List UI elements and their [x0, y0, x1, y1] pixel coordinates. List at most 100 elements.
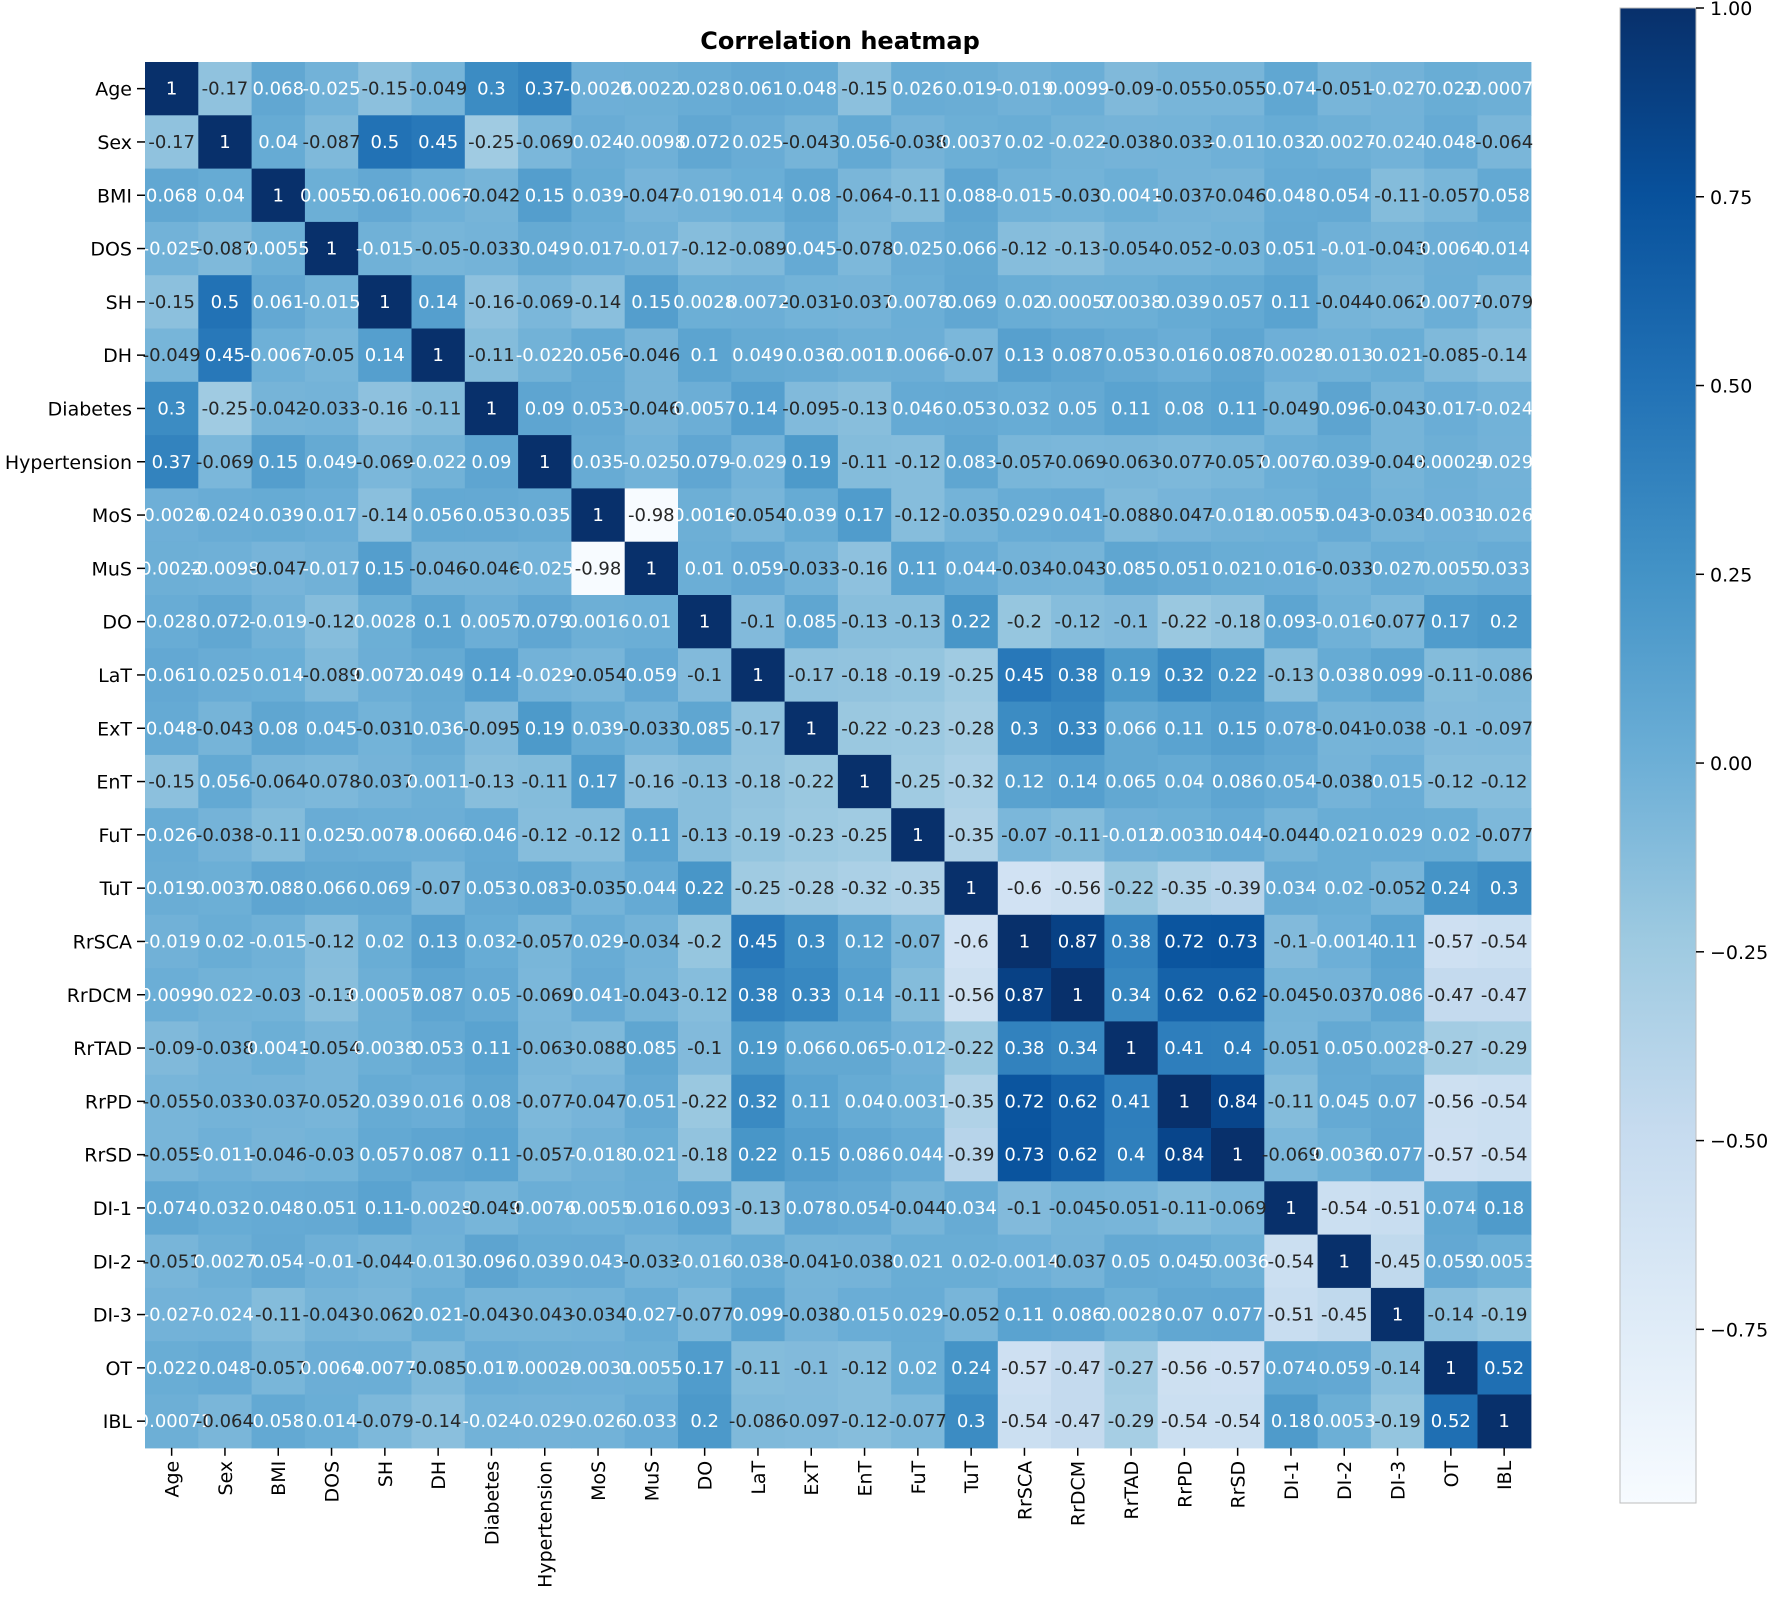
cell-value-label: 0.0011 [833, 345, 896, 366]
cell-value-label: -0.1 [794, 1358, 829, 1379]
heatmap-cell [944, 648, 999, 703]
heatmap-cell [678, 1074, 732, 1129]
heatmap-cell [997, 1074, 1052, 1129]
cell-value-label: -0.54 [1481, 1091, 1528, 1112]
heatmap-cell [997, 275, 1052, 330]
heatmap-cell [891, 328, 946, 383]
heatmap-cell [411, 62, 466, 116]
cell-value-label: -0.017 [303, 558, 361, 579]
cell-value-label: 0.053 [466, 505, 518, 526]
cell-value-label: -0.6 [1007, 878, 1042, 899]
cell-value-label: 0.0016 [567, 612, 630, 633]
cell-value-label: -0.0067 [244, 345, 313, 366]
cell-value-label: -0.046 [622, 398, 680, 419]
cell-value-label: -0.034 [569, 1305, 627, 1326]
x-tick-label: TuT [961, 1460, 983, 1494]
cell-value-label: -0.025 [622, 452, 680, 473]
cell-value-label: 0.083 [519, 878, 571, 899]
heatmap-cell [1264, 1287, 1319, 1342]
cell-value-label: 1 [486, 398, 497, 419]
cell-value-label: -0.12 [1001, 239, 1048, 260]
y-tick-label: DI-3 [93, 1305, 132, 1327]
cell-value-label: -0.11 [255, 1305, 302, 1326]
cell-value-label: 0.054 [1318, 185, 1370, 206]
heatmap-cell [837, 914, 892, 969]
cell-value-label: -0.07 [895, 931, 942, 952]
cell-value-label: -0.14 [362, 505, 409, 526]
colorbar-tick-label: −0.75 [1710, 1319, 1768, 1341]
cell-value-label: 0.053 [945, 398, 997, 419]
heatmap-cell [571, 808, 626, 863]
cell-value-label: 0.0041 [247, 1038, 310, 1059]
cell-value-label: 1 [273, 185, 284, 206]
cell-value-label: 0.19 [525, 718, 565, 739]
cell-value-label: -0.56 [1054, 878, 1101, 899]
heatmap-cell [1317, 1021, 1372, 1076]
cell-value-label: 0.0027 [1313, 132, 1376, 153]
heatmap-cell [1051, 541, 1105, 596]
heatmap-cell [1051, 861, 1105, 916]
heatmap-cell [624, 968, 679, 1022]
heatmap-cell [1051, 168, 1105, 223]
cell-value-label: -0.16 [468, 292, 515, 313]
x-tick-label: DI-1 [1281, 1461, 1303, 1500]
cell-value-label: -0.13 [308, 985, 355, 1006]
heatmap-cell [997, 328, 1052, 383]
cell-value-label: -0.063 [1102, 452, 1160, 473]
heatmap-cell [1264, 754, 1319, 809]
heatmap-cell [678, 1021, 732, 1076]
heatmap-cell [358, 435, 413, 489]
cell-value-label: -0.015 [303, 292, 361, 313]
heatmap-cell [304, 62, 359, 116]
cell-value-label: -0.022 [1049, 132, 1107, 153]
heatmap-cell [464, 595, 519, 649]
cell-value-label: -0.089 [303, 665, 361, 686]
cell-value-label: -0.22 [788, 772, 835, 793]
heatmap-cell [997, 754, 1052, 809]
heatmap-cell [837, 754, 892, 809]
cell-value-label: -0.055 [1209, 79, 1267, 100]
heatmap-cell [1370, 1341, 1425, 1396]
heatmap-cell [944, 381, 999, 436]
heatmap-cell [251, 968, 306, 1022]
cell-value-label: -0.2 [687, 931, 722, 952]
cell-value-label: -0.45 [1321, 1305, 1368, 1326]
heatmap-cell [1424, 1394, 1479, 1449]
heatmap-cell [944, 168, 999, 223]
heatmap-cell [891, 221, 946, 276]
heatmap-cell [1157, 968, 1212, 1022]
heatmap-cell [198, 701, 253, 756]
cell-value-label: -0.079 [356, 1411, 414, 1432]
cell-value-label: -0.043 [622, 985, 680, 1006]
heatmap-cell [464, 1341, 519, 1396]
heatmap-cell [518, 754, 572, 809]
heatmap-cell [571, 595, 626, 649]
heatmap-cell [1157, 1394, 1212, 1449]
heatmap-cell [944, 1287, 999, 1342]
cell-value-label: -0.069 [1262, 1145, 1320, 1166]
y-tick-label: DI-2 [93, 1251, 132, 1273]
cell-value-label: 0.083 [945, 452, 997, 473]
y-tick-label: DO [102, 612, 132, 634]
cell-value-label: 0.043 [1318, 505, 1370, 526]
heatmap-cell [411, 1234, 466, 1289]
cell-value-label: -0.085 [1422, 345, 1480, 366]
cell-value-label: 0.2 [690, 1411, 719, 1432]
cell-value-label: 0.62 [1058, 1091, 1098, 1112]
cell-value-label: -0.12 [308, 612, 355, 633]
heatmap-cell [464, 648, 519, 703]
cell-value-label: -0.051 [1102, 1198, 1160, 1219]
heatmap-cell [145, 1287, 199, 1342]
cell-value-label: 0.22 [685, 878, 725, 899]
heatmap-cell [411, 754, 466, 809]
cell-value-label: -0.25 [735, 878, 782, 899]
cell-value-label: 0.039 [359, 1091, 411, 1112]
heatmap-cell [784, 328, 839, 383]
cell-value-label: 0.038 [1318, 665, 1370, 686]
heatmap-cell [1157, 914, 1212, 969]
cell-value-label: -0.038 [1369, 718, 1427, 739]
cell-value-label: -0.27 [1428, 1038, 1475, 1059]
heatmap-cell [1370, 275, 1425, 330]
cell-value-label: 0.021 [626, 1145, 678, 1166]
cell-value-label: -0.024 [462, 1411, 520, 1432]
